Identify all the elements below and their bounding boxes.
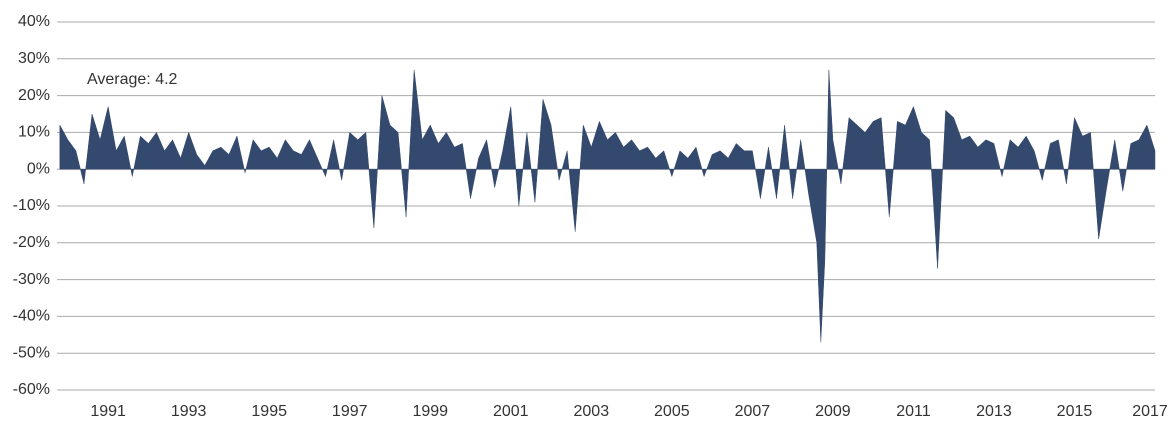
y-tick-label: 30% bbox=[18, 50, 50, 67]
y-tick-label: 20% bbox=[18, 87, 50, 104]
y-tick-label: -60% bbox=[13, 381, 50, 398]
y-tick-label: -10% bbox=[13, 197, 50, 214]
y-tick-label: 0% bbox=[27, 160, 50, 177]
y-tick-label: -40% bbox=[13, 308, 50, 325]
x-tick-label: 2003 bbox=[574, 403, 610, 420]
y-tick-label: -20% bbox=[13, 234, 50, 251]
x-tick-label: 2007 bbox=[735, 403, 771, 420]
x-tick-label: 1999 bbox=[412, 403, 448, 420]
y-tick-label: 10% bbox=[18, 124, 50, 141]
x-tick-label: 1997 bbox=[332, 403, 368, 420]
y-tick-label: 40% bbox=[18, 13, 50, 30]
x-tick-label: 1993 bbox=[171, 403, 207, 420]
x-tick-label: 2009 bbox=[815, 403, 851, 420]
x-tick-label: 2011 bbox=[896, 403, 931, 420]
x-tick-label: 2015 bbox=[1057, 403, 1093, 420]
annotation: Average: 4.2 bbox=[87, 71, 178, 88]
x-tick-label: 2005 bbox=[654, 403, 690, 420]
y-tick-label: -50% bbox=[13, 344, 50, 361]
x-tick-label: 2013 bbox=[976, 403, 1012, 420]
y-tick-label: -30% bbox=[13, 271, 50, 288]
x-tick-label: 2017 bbox=[1132, 403, 1168, 420]
area bbox=[59, 69, 1156, 343]
x-tick-label: 1991 bbox=[90, 403, 126, 420]
x-tick-label: 2001 bbox=[493, 403, 529, 420]
x-tick-label: 1995 bbox=[251, 403, 287, 420]
